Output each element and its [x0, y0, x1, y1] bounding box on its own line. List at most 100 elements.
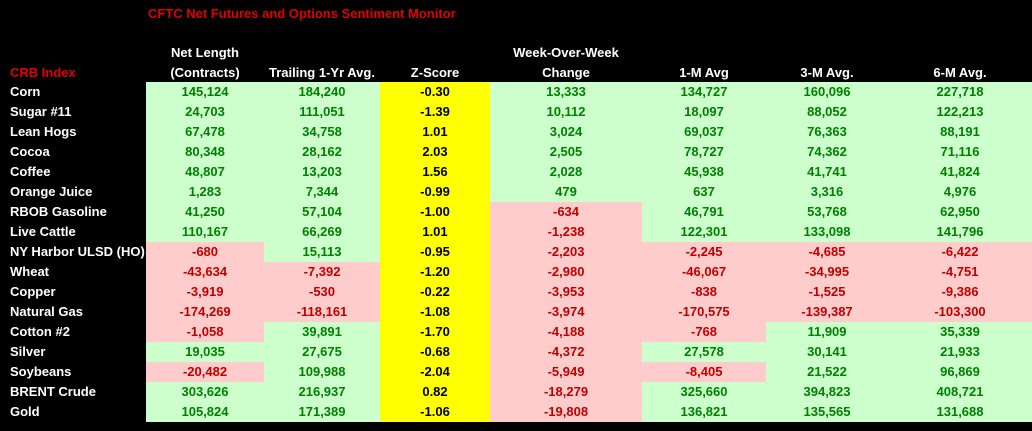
trailing-avg-cell: 13,203: [264, 162, 380, 182]
1m-avg-cell: 325,660: [642, 382, 766, 402]
1m-avg-cell: 136,821: [642, 402, 766, 422]
wow-change-cell: 2,028: [490, 162, 642, 182]
1m-avg-cell: -46,067: [642, 262, 766, 282]
header-1m-avg: 1-M Avg: [679, 65, 729, 80]
commodity-name: Wheat: [10, 264, 49, 279]
zscore-cell: -1.06: [380, 402, 490, 422]
table-row: Sugar #11 24,703 111,051 -1.39 10,112 18,097 8…: [0, 102, 1032, 122]
zscore-cell: -1.70: [380, 322, 490, 342]
3m-avg-cell: 53,768: [766, 202, 888, 222]
zscore-cell: -1.00: [380, 202, 490, 222]
3m-avg-cell: 30,141: [766, 342, 888, 362]
table-row: Soybeans -20,482 109,988 -2.04 -5,949 -8,405 2…: [0, 362, 1032, 382]
zscore-cell: -1.20: [380, 262, 490, 282]
1m-avg-cell: -2,245: [642, 242, 766, 262]
header-zscore: Z-Score: [410, 65, 460, 80]
3m-avg-cell: 74,362: [766, 142, 888, 162]
commodity-name: Corn: [10, 84, 41, 99]
3m-avg-cell: 3,316: [766, 182, 888, 202]
1m-avg-cell: -170,575: [642, 302, 766, 322]
wow-change-cell: 479: [490, 182, 642, 202]
net-length-cell: -43,634: [146, 262, 264, 282]
trailing-avg-cell: 57,104: [264, 202, 380, 222]
table-row: Coffee 48,807 13,203 1.56 2,028 45,938 41,741 4…: [0, 162, 1032, 182]
trailing-avg-cell: -530: [264, 282, 380, 302]
1m-avg-cell: 27,578: [642, 342, 766, 362]
net-length-cell: 24,703: [146, 102, 264, 122]
zscore-cell: -0.99: [380, 182, 490, 202]
zscore-cell: -0.22: [380, 282, 490, 302]
zscore-cell: 2.03: [380, 142, 490, 162]
6m-avg-cell: 41,824: [888, 162, 1032, 182]
table-row: Live Cattle 110,167 66,269 1.01 -1,238 122,30…: [0, 222, 1032, 242]
commodity-name: Live Cattle: [10, 224, 76, 239]
6m-avg-cell: -4,751: [888, 262, 1032, 282]
zscore-cell: 0.82: [380, 382, 490, 402]
zscore-cell: 1.01: [380, 122, 490, 142]
commodity-name: RBOB Gasoline: [10, 204, 107, 219]
table-row: Lean Hogs 67,478 34,758 1.01 3,024 69,037 76,3…: [0, 122, 1032, 142]
net-length-cell: -1,058: [146, 322, 264, 342]
commodity-name: Copper: [10, 284, 56, 299]
header-wow-line2: Change: [542, 65, 590, 80]
table-row: Wheat -43,634 -7,392 -1.20 -2,980 -46,067 -34,…: [0, 262, 1032, 282]
trailing-avg-cell: 15,113: [264, 242, 380, 262]
trailing-avg-cell: 109,988: [264, 362, 380, 382]
net-length-cell: 80,348: [146, 142, 264, 162]
wow-change-cell: -4,188: [490, 322, 642, 342]
net-length-cell: 19,035: [146, 342, 264, 362]
commodity-name: Orange Juice: [10, 184, 93, 199]
6m-avg-cell: 21,933: [888, 342, 1032, 362]
wow-change-cell: -19,808: [490, 402, 642, 422]
3m-avg-cell: 394,823: [766, 382, 888, 402]
3m-avg-cell: -34,995: [766, 262, 888, 282]
1m-avg-cell: -768: [642, 322, 766, 342]
zscore-cell: 1.01: [380, 222, 490, 242]
header-3m-avg: 3-M Avg.: [800, 65, 854, 80]
6m-avg-cell: 227,718: [888, 82, 1032, 102]
6m-avg-cell: -9,386: [888, 282, 1032, 302]
net-length-cell: -680: [146, 242, 264, 262]
6m-avg-cell: 71,116: [888, 142, 1032, 162]
1m-avg-cell: 78,727: [642, 142, 766, 162]
1m-avg-cell: 69,037: [642, 122, 766, 142]
header-trailing-avg: Trailing 1-Yr Avg.: [269, 65, 375, 80]
3m-avg-cell: -1,525: [766, 282, 888, 302]
trailing-avg-cell: -7,392: [264, 262, 380, 282]
net-length-cell: 303,626: [146, 382, 264, 402]
net-length-cell: 41,250: [146, 202, 264, 222]
net-length-cell: 67,478: [146, 122, 264, 142]
net-length-cell: -3,919: [146, 282, 264, 302]
net-length-cell: 48,807: [146, 162, 264, 182]
wow-change-cell: -634: [490, 202, 642, 222]
6m-avg-cell: 4,976: [888, 182, 1032, 202]
wow-change-cell: 13,333: [490, 82, 642, 102]
1m-avg-cell: 45,938: [642, 162, 766, 182]
net-length-cell: 145,124: [146, 82, 264, 102]
1m-avg-cell: -8,405: [642, 362, 766, 382]
zscore-cell: 1.56: [380, 162, 490, 182]
3m-avg-cell: 76,363: [766, 122, 888, 142]
wow-change-cell: -3,974: [490, 302, 642, 322]
3m-avg-cell: 11,909: [766, 322, 888, 342]
6m-avg-cell: -6,422: [888, 242, 1032, 262]
table-row: Orange Juice 1,283 7,344 -0.99 479 637 3,316 4,…: [0, 182, 1032, 202]
net-length-cell: 110,167: [146, 222, 264, 242]
3m-avg-cell: 21,522: [766, 362, 888, 382]
wow-change-cell: -18,279: [490, 382, 642, 402]
1m-avg-cell: 122,301: [642, 222, 766, 242]
3m-avg-cell: 160,096: [766, 82, 888, 102]
header-net-length-line2: (Contracts): [170, 65, 240, 80]
table-row: Silver 19,035 27,675 -0.68 -4,372 27,578 30,14…: [0, 342, 1032, 362]
3m-avg-cell: -4,685: [766, 242, 888, 262]
table-row: Cocoa 80,348 28,162 2.03 2,505 78,727 74,362 71…: [0, 142, 1032, 162]
wow-change-cell: 10,112: [490, 102, 642, 122]
header-net-length-line1: Net Length: [171, 45, 239, 60]
header-wow-line1: Week-Over-Week: [513, 45, 619, 60]
commodity-name: Lean Hogs: [10, 124, 77, 139]
wow-change-cell: -2,203: [490, 242, 642, 262]
commodity-name: Gold: [10, 404, 40, 419]
1m-avg-cell: 46,791: [642, 202, 766, 222]
zscore-cell: -1.39: [380, 102, 490, 122]
6m-avg-cell: 62,950: [888, 202, 1032, 222]
